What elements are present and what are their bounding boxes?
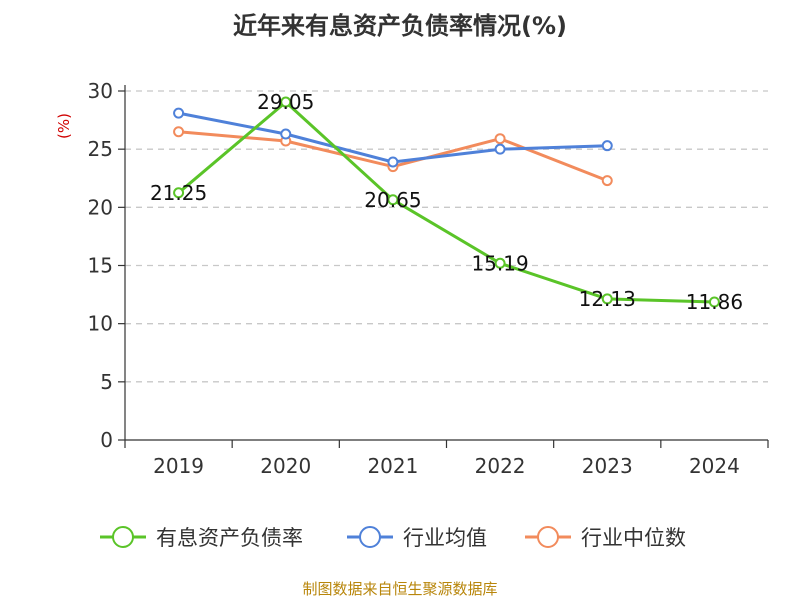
y-tick-label: 10 — [88, 312, 113, 336]
data-point — [708, 296, 720, 308]
data-label: 15.19 — [471, 251, 528, 275]
x-tick-label: 2020 — [260, 454, 311, 478]
y-axis-label: (%) — [55, 113, 73, 139]
legend: 有息资产负债率 行业均值 行业中位数 — [100, 526, 686, 550]
x-tick-label: 2019 — [153, 454, 204, 478]
data-point — [494, 133, 506, 145]
data-point — [173, 107, 185, 119]
legend-marker — [537, 526, 559, 548]
data-point — [280, 96, 292, 108]
y-tick-label: 0 — [100, 428, 113, 452]
data-point — [173, 126, 185, 138]
axes: 0 5 10 15 20 25 30 2019 2020 2021 2022 2023 2024 (%) — [55, 79, 769, 478]
data-point — [601, 293, 613, 305]
legend-label: 有息资产负债率 — [156, 526, 303, 550]
chart-title: 近年来有息资产负债率情况(%) — [233, 12, 567, 40]
data-point — [494, 143, 506, 155]
data-label: 21.25 — [150, 181, 207, 205]
series-lines — [173, 96, 720, 308]
data-point — [387, 194, 399, 206]
data-point — [173, 187, 185, 199]
data-point — [601, 140, 613, 152]
y-tick-label: 30 — [88, 79, 113, 103]
legend-label: 行业中位数 — [581, 526, 686, 550]
x-tick-label: 2021 — [367, 454, 418, 478]
data-labels: 21.25 29.05 20.65 15.19 12.13 11.86 — [150, 90, 743, 314]
y-tick-label: 15 — [88, 254, 113, 278]
data-label: 12.13 — [579, 287, 636, 311]
data-point — [601, 175, 613, 187]
legend-label: 行业均值 — [403, 526, 487, 550]
legend-marker — [112, 526, 134, 548]
y-tick-label: 5 — [100, 370, 113, 394]
data-point — [387, 156, 399, 168]
grid-lines — [125, 90, 768, 383]
legend-marker — [359, 526, 381, 548]
y-tick-label: 25 — [88, 137, 113, 161]
data-point — [280, 128, 292, 140]
y-tick-label: 20 — [88, 195, 113, 219]
data-point — [494, 257, 506, 269]
x-tick-label: 2024 — [689, 454, 740, 478]
data-label: 11.86 — [686, 290, 743, 314]
data-label: 29.05 — [257, 90, 314, 114]
data-label: 20.65 — [364, 188, 421, 212]
source-note: 制图数据来自恒生聚源数据库 — [302, 580, 498, 598]
series-line — [177, 100, 715, 304]
x-tick-label: 2023 — [582, 454, 633, 478]
x-tick-label: 2022 — [475, 454, 526, 478]
